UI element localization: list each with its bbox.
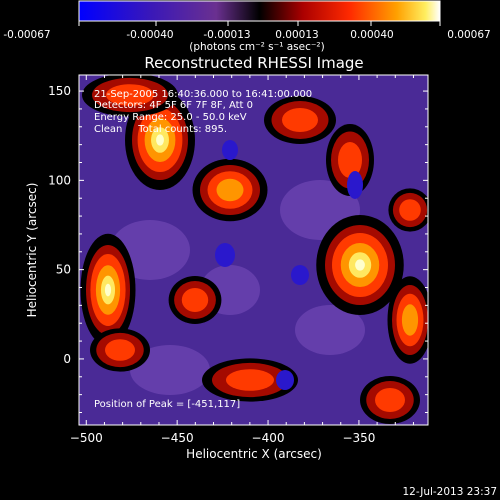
colorbar-tick-label: 0.00013 xyxy=(275,29,318,41)
y-tick-label: 50 xyxy=(56,263,71,277)
y-tick-label: 0 xyxy=(63,352,71,366)
info-line-detectors: Detectors: 4F 5F 6F 7F 8F, Att 0 xyxy=(94,100,253,111)
heatmap-blob xyxy=(347,171,363,199)
heatmap-blob xyxy=(104,283,112,297)
x-tick-label: −400 xyxy=(252,431,285,445)
heatmap-image xyxy=(79,75,428,425)
heatmap-blob xyxy=(375,388,405,412)
colorbar-tick-label: -0.00013 xyxy=(203,29,250,41)
heatmap-blob xyxy=(106,84,154,106)
heatmap-blob xyxy=(355,259,365,271)
x-tick-label: −350 xyxy=(342,431,375,445)
colorbar-ticks xyxy=(78,21,441,26)
peak-position-label: Position of Peak = [-451,117] xyxy=(94,399,240,410)
x-tick-label: −450 xyxy=(161,431,194,445)
axis-ticks xyxy=(79,75,428,425)
heatmap-blob xyxy=(105,339,135,361)
info-line-time: 21-Sep-2005 16:40:36.000 to 16:41:00.000 xyxy=(94,89,312,100)
x-tick-labels: −500 −450 −400 −350 xyxy=(70,431,376,445)
heatmap-blob xyxy=(181,288,209,312)
colorbar-tick-label: -0.00040 xyxy=(126,29,173,41)
heatmap-blob xyxy=(226,369,274,391)
heatmap-blob xyxy=(130,345,210,395)
colorbar-tick-label: 0.00067 xyxy=(447,29,490,41)
plot-title: Reconstructed RHESSI Image xyxy=(144,54,363,72)
heatmap-blob xyxy=(156,134,164,146)
heatmap-blob xyxy=(282,108,318,132)
colorbar-tick-label: -0.00067 xyxy=(3,29,50,41)
colorbar-unit-label: (photons cm⁻² s⁻¹ asec⁻²) xyxy=(189,41,324,53)
y-tick-labels: 0 50 100 150 xyxy=(48,84,71,366)
heatmap-blob xyxy=(338,142,362,178)
heatmap-blob xyxy=(222,140,238,160)
heatmap-blob xyxy=(401,304,419,336)
info-overlay: 21-Sep-2005 16:40:36.000 to 16:41:00.000… xyxy=(94,89,312,410)
x-tick-label: −500 xyxy=(70,431,103,445)
y-tick-label: 150 xyxy=(48,84,71,98)
x-axis-label: Heliocentric X (arcsec) xyxy=(186,447,322,461)
colorbar-gradient xyxy=(78,0,441,22)
heatmap-blob xyxy=(216,178,244,202)
y-tick-label: 100 xyxy=(48,173,71,187)
plot-frame xyxy=(78,74,429,426)
info-line-energy: Energy Range: 25.0 - 50.0 keV xyxy=(94,112,247,123)
colorbar: -0.00067 -0.00040 -0.00013 0.00013 0.000… xyxy=(3,0,491,53)
timestamp: 12-Jul-2013 23:37 xyxy=(402,486,497,498)
heatmap-blob xyxy=(295,305,365,355)
heatmap-blob xyxy=(291,265,309,285)
heatmap-blob xyxy=(215,243,235,267)
colorbar-tick-label: 0.00040 xyxy=(350,29,393,41)
heatmap-blob xyxy=(399,199,421,221)
heatmap-blob xyxy=(276,370,294,390)
y-axis-label: Heliocentric Y (arcsec) xyxy=(25,183,39,318)
heatmap-blobs xyxy=(80,75,428,424)
info-line-counts: Clean Total counts: 895. xyxy=(94,124,227,135)
